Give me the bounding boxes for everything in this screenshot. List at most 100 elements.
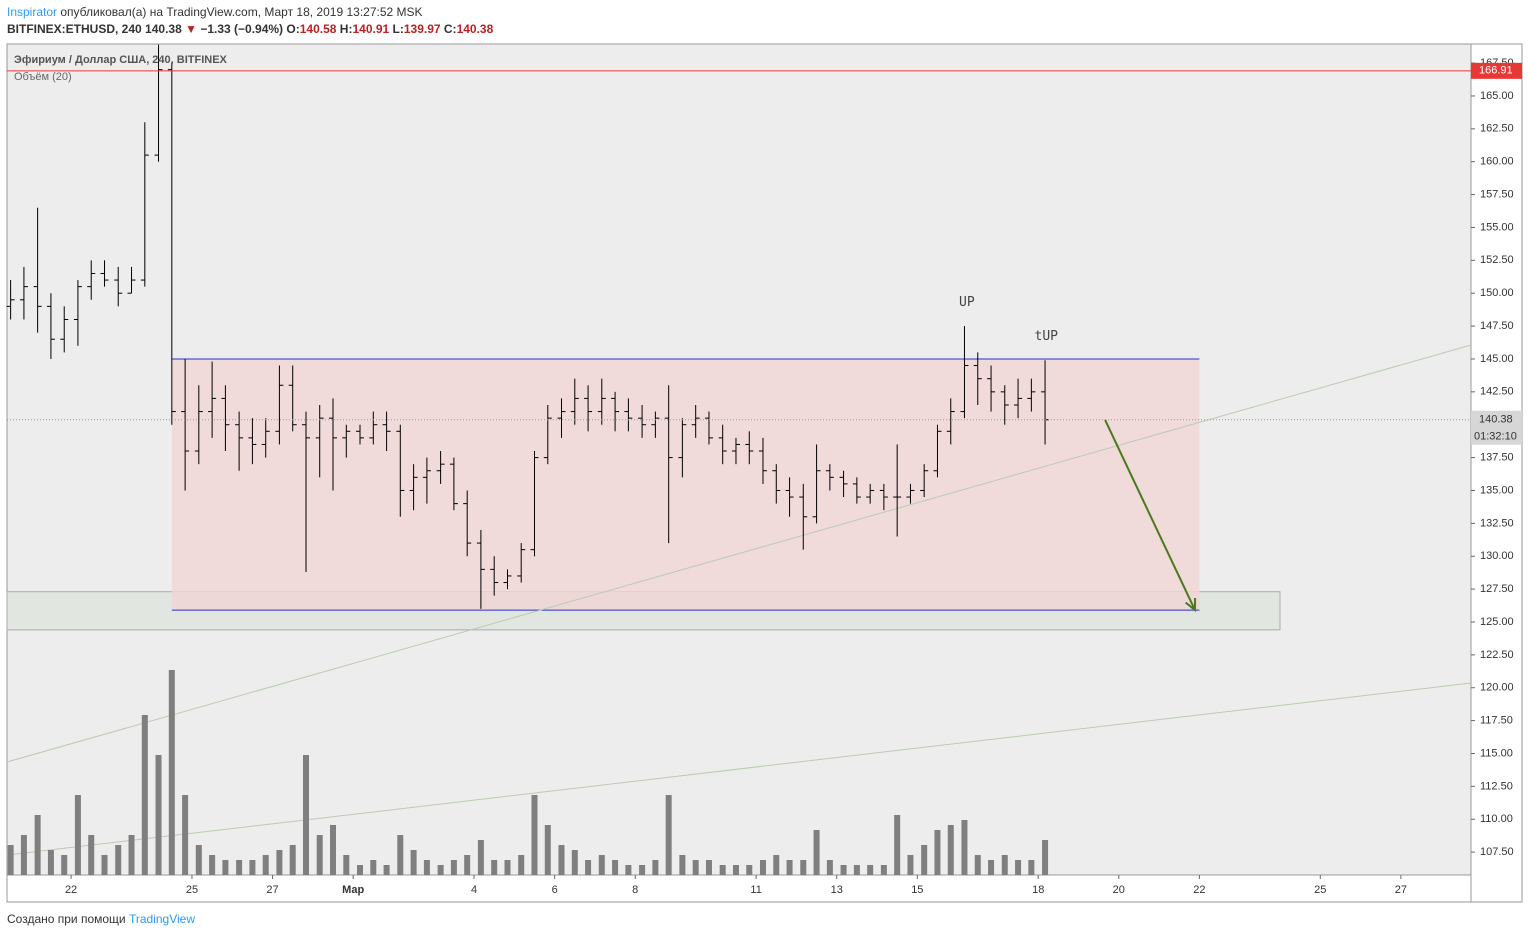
- volume-bar: [894, 815, 901, 875]
- volume-bar: [343, 855, 350, 875]
- volume-bar: [840, 865, 847, 875]
- footer-text: Создано при помощи: [7, 912, 126, 926]
- volume-bar: [880, 865, 887, 875]
- ohlc-bar: [731, 437, 740, 465]
- y-tick-label: 162.50: [1480, 123, 1514, 135]
- y-tick-label: 110.00: [1480, 813, 1513, 825]
- y-tick-label: 135.00: [1480, 484, 1514, 496]
- footer: Создано при помощи TradingView: [7, 912, 195, 926]
- volume-bar: [988, 860, 995, 875]
- ohlc-bar: [356, 424, 365, 445]
- ohlc-bar: [396, 424, 405, 517]
- ohlc-bar: [611, 391, 620, 432]
- volume-bar: [61, 855, 68, 875]
- ohlc-bar: [866, 483, 875, 504]
- y-tick-label: 157.50: [1480, 188, 1514, 200]
- volume-bar: [168, 670, 175, 875]
- volume-bar: [692, 860, 699, 875]
- l-label: L:: [392, 22, 404, 36]
- alert-label: 166.91: [1479, 65, 1513, 77]
- ohlc-bar: [409, 464, 418, 511]
- volume-bar: [786, 860, 793, 875]
- ohlc-bar: [906, 483, 915, 504]
- volume-bar: [826, 860, 833, 875]
- volume-bar: [679, 855, 686, 875]
- ohlc-bar: [449, 457, 458, 511]
- volume-bar: [236, 860, 243, 875]
- ohlc-bar: [933, 424, 942, 478]
- ohlc-bar: [691, 404, 700, 438]
- last-label: 140.38: [1479, 414, 1513, 426]
- volume-bar: [974, 855, 981, 875]
- ohlc-bar: [987, 365, 996, 412]
- volume-bar: [665, 795, 672, 875]
- volume-bar: [491, 860, 498, 875]
- ohlc-bar: [678, 418, 687, 478]
- ohlc-bar: [329, 398, 338, 491]
- volume-bar: [907, 855, 914, 875]
- ohlc-bar: [718, 424, 727, 465]
- ohlc-bar: [140, 122, 149, 287]
- ohlc-bar: [235, 411, 244, 471]
- y-tick-label: 120.00: [1480, 682, 1514, 694]
- last-price: 140.38: [145, 22, 182, 36]
- y-tick-label: 150.00: [1480, 287, 1514, 299]
- chart-title: Эфириум / Доллар США, 240, BITFINEX: [14, 54, 228, 66]
- change: −1.33 (−0.94%): [200, 22, 284, 36]
- volume-bar: [625, 865, 632, 875]
- ohlc-bar: [342, 424, 351, 458]
- y-tick-label: 137.50: [1480, 451, 1514, 463]
- ohlc-bar: [812, 444, 821, 524]
- ohlc-bar: [1000, 385, 1009, 425]
- trend-line: [6, 344, 1472, 763]
- ohlc-bar: [382, 411, 391, 452]
- y-tick-label: 155.00: [1480, 221, 1514, 233]
- volume-bar: [1015, 860, 1022, 875]
- volume-bar: [450, 860, 457, 875]
- ohlc-bar: [597, 378, 606, 425]
- open: 140.58: [299, 22, 337, 36]
- volume-bar: [182, 795, 189, 875]
- ohlc-bar: [127, 266, 136, 294]
- y-tick-label: 142.50: [1480, 386, 1514, 398]
- publish-info: опубликовал(а) на TradingView.com, Март …: [60, 5, 423, 19]
- volume-bar: [705, 860, 712, 875]
- volume-bar: [558, 845, 565, 875]
- ohlc-bar: [19, 266, 28, 320]
- volume-bar: [921, 845, 928, 875]
- ohlc-bar: [60, 306, 69, 353]
- ohlc-bar: [154, 44, 163, 162]
- high: 140.91: [352, 22, 390, 36]
- volume-bar: [961, 820, 968, 875]
- ohlc-bar: [100, 260, 109, 287]
- volume-title: Объём (20): [14, 71, 72, 83]
- ohlc-bar: [946, 398, 955, 445]
- ohlc-bar: [758, 437, 767, 484]
- ohlc-bar: [33, 207, 42, 333]
- volume-bar: [7, 845, 14, 875]
- x-tick-label: 20: [1113, 884, 1125, 896]
- volume-bar: [652, 860, 659, 875]
- ohlc-bar: [490, 556, 499, 596]
- volume-bar: [383, 865, 390, 875]
- h-label: H:: [339, 22, 353, 36]
- ohlc-bar: [893, 444, 902, 537]
- y-axis-area: [1470, 43, 1523, 903]
- ohlc-bar: [261, 418, 270, 458]
- volume-bar: [1028, 860, 1035, 875]
- ohlc-bar: [745, 431, 754, 465]
- ohlc-bar: [73, 280, 82, 346]
- volume-bar: [612, 860, 619, 875]
- x-tick-label: 27: [1395, 884, 1407, 896]
- ohlc-bar: [772, 464, 781, 504]
- y-tick-label: 107.50: [1480, 846, 1514, 858]
- y-tick-label: 132.50: [1480, 517, 1514, 529]
- trend-line: [6, 682, 1472, 856]
- volume-bar: [639, 865, 646, 875]
- footer-brand[interactable]: TradingView: [128, 912, 196, 926]
- volume-bar: [410, 850, 417, 875]
- author[interactable]: Inspirator: [7, 5, 58, 19]
- ohlc-bar: [664, 385, 673, 544]
- volume-bar: [195, 845, 202, 875]
